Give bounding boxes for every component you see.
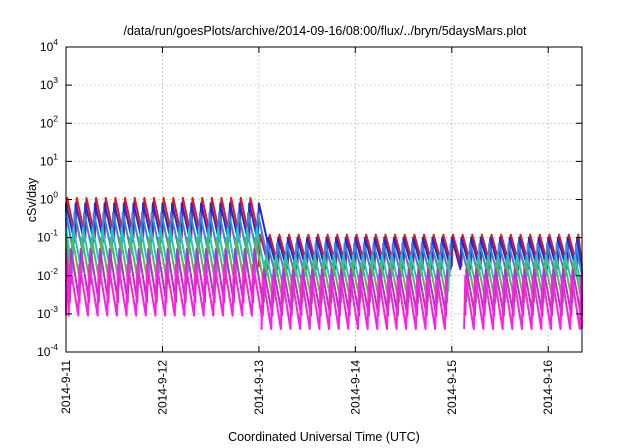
series-line: [65, 263, 583, 331]
y-tick-label: 10-2: [37, 266, 58, 283]
grid: [66, 47, 582, 352]
y-tick-label: 104: [40, 37, 58, 54]
x-tick-label: 2014-9-12: [155, 360, 169, 415]
series-lines: [65, 196, 583, 331]
x-tick-label: 2014-9-16: [541, 360, 555, 415]
y-tick-label: 10-1: [37, 228, 58, 245]
chart-title: /data/run/goesPlots/archive/2014-09-16/0…: [123, 24, 527, 38]
y-tick-label: 102: [40, 113, 58, 130]
x-axis-label: Coordinated Universal Time (UTC): [228, 430, 420, 444]
x-tick-label: 2014-9-15: [445, 360, 459, 415]
y-tick-label: 103: [40, 75, 58, 92]
x-tick-label: 2014-9-13: [252, 360, 266, 415]
y-tick-label: 10-3: [37, 304, 58, 321]
x-tick-label: 2014-9-14: [348, 360, 362, 415]
x-tick-label: 2014-9-11: [59, 360, 73, 414]
axes: 10-4 10-3 10-2 10-1 100 101 102 103 104 2014-9-11…: [37, 37, 582, 415]
y-tick-label: 10-4: [37, 342, 58, 359]
y-tick-label: 101: [40, 151, 58, 168]
y-axis-label: cSv/day: [25, 177, 39, 222]
y-tick-label: 100: [40, 190, 58, 207]
